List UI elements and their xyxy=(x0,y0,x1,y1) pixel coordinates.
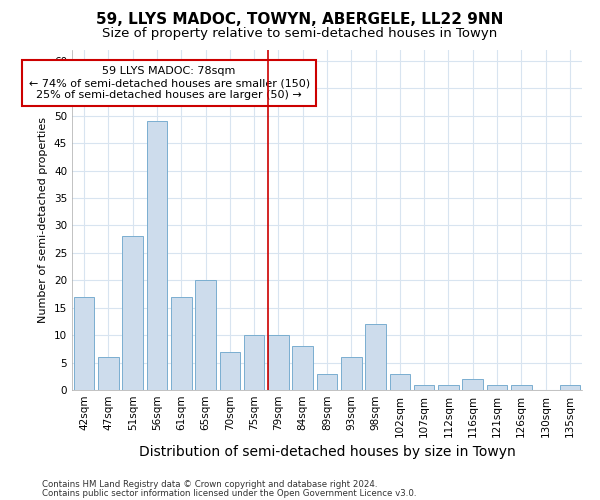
Bar xyxy=(244,335,265,390)
Text: 59, LLYS MADOC, TOWYN, ABERGELE, LL22 9NN: 59, LLYS MADOC, TOWYN, ABERGELE, LL22 9N… xyxy=(97,12,503,28)
Bar xyxy=(317,374,337,390)
Text: Contains HM Land Registry data © Crown copyright and database right 2024.: Contains HM Land Registry data © Crown c… xyxy=(42,480,377,489)
Text: 59 LLYS MADOC: 78sqm
← 74% of semi-detached houses are smaller (150)
25% of semi: 59 LLYS MADOC: 78sqm ← 74% of semi-detac… xyxy=(29,66,310,100)
Bar xyxy=(195,280,216,390)
Bar xyxy=(560,384,580,390)
Y-axis label: Number of semi-detached properties: Number of semi-detached properties xyxy=(38,117,49,323)
Bar xyxy=(463,379,483,390)
Text: Size of property relative to semi-detached houses in Towyn: Size of property relative to semi-detach… xyxy=(103,28,497,40)
Bar xyxy=(146,122,167,390)
Bar xyxy=(74,297,94,390)
X-axis label: Distribution of semi-detached houses by size in Towyn: Distribution of semi-detached houses by … xyxy=(139,446,515,460)
Bar xyxy=(365,324,386,390)
Bar xyxy=(389,374,410,390)
Bar xyxy=(511,384,532,390)
Bar xyxy=(292,346,313,390)
Bar xyxy=(341,357,362,390)
Bar xyxy=(171,297,191,390)
Bar xyxy=(98,357,119,390)
Text: Contains public sector information licensed under the Open Government Licence v3: Contains public sector information licen… xyxy=(42,488,416,498)
Bar xyxy=(220,352,240,390)
Bar xyxy=(414,384,434,390)
Bar xyxy=(487,384,508,390)
Bar xyxy=(438,384,459,390)
Bar xyxy=(122,236,143,390)
Bar xyxy=(268,335,289,390)
